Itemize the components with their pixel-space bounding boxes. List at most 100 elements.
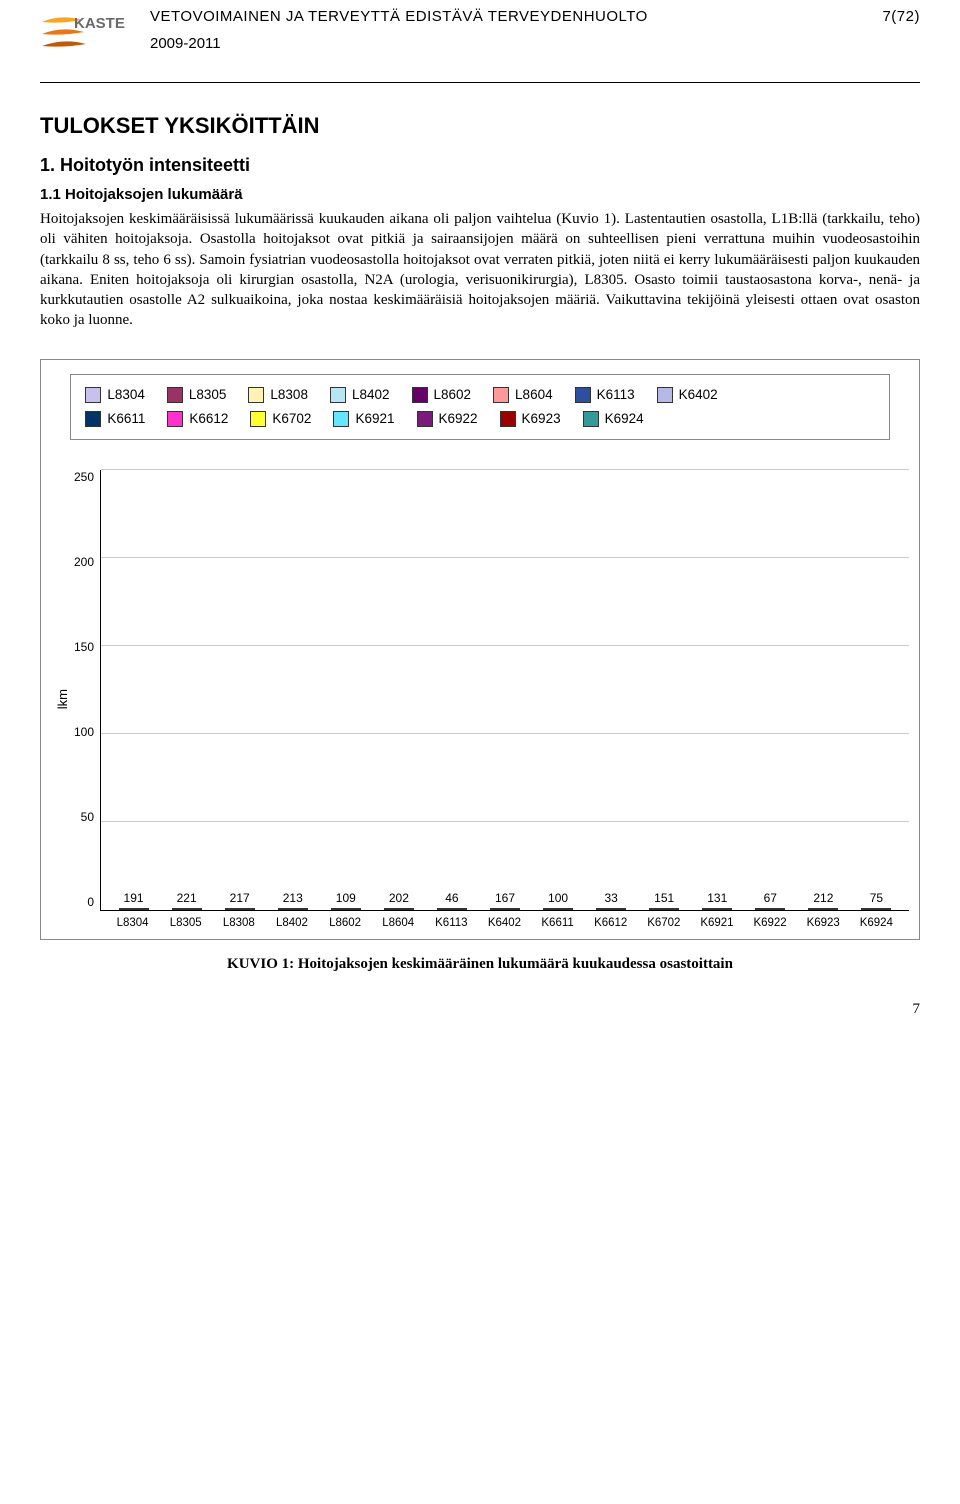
bar: 100	[543, 908, 573, 910]
bar: 213	[278, 908, 308, 910]
bar-column: 217	[219, 908, 261, 910]
legend-label: L8304	[107, 387, 145, 402]
legend-label: L8308	[270, 387, 308, 402]
legend-label: K6113	[597, 387, 635, 402]
legend-label: K6612	[189, 411, 228, 426]
x-tick: L8602	[324, 917, 366, 929]
legend-swatch	[412, 387, 428, 403]
bar-value-label: 167	[495, 891, 515, 905]
legend-swatch	[248, 387, 264, 403]
kaste-logo: KASTE	[40, 8, 130, 64]
legend-item: L8602	[412, 387, 472, 403]
bar-value-label: 46	[445, 891, 458, 905]
legend-swatch	[333, 411, 349, 427]
bar: 75	[861, 908, 891, 910]
legend-label: K6702	[272, 411, 311, 426]
bar-value-label: 202	[389, 891, 409, 905]
bar: 46	[437, 908, 467, 910]
legend-swatch	[500, 411, 516, 427]
bar: 217	[225, 908, 255, 910]
chart-plot-area: 191 221 217 213 109 202 46 167 100 33 151 131 67 212 7…	[100, 470, 909, 911]
legend-item: K6922	[417, 411, 478, 427]
legend-item: K6113	[575, 387, 635, 403]
bar: 67	[755, 908, 785, 910]
x-tick: K6611	[537, 917, 579, 929]
gridline	[101, 821, 909, 822]
legend-item: K6924	[583, 411, 644, 427]
chart-container: L8304 L8305 L8308 L8402 L8602 L8604 K6113 K6402…	[40, 359, 920, 940]
page-code: 7(72)	[882, 8, 920, 25]
legend-label: K6921	[355, 411, 394, 426]
bar: 191	[119, 908, 149, 910]
x-tick: L8308	[218, 917, 260, 929]
bar: 109	[331, 908, 361, 910]
bar-column: 191	[113, 908, 155, 910]
bar: 221	[172, 908, 202, 910]
y-tick: 100	[74, 725, 94, 739]
bar-column: 33	[590, 908, 632, 910]
bar-column: 46	[431, 908, 473, 910]
subsection-title: 1. Hoitotyön intensiteetti	[40, 155, 920, 176]
x-tick: L8305	[165, 917, 207, 929]
header-title: VETOVOIMAINEN JA TERVEYTTÄ EDISTÄVÄ TERV…	[150, 8, 648, 25]
bar-column: 212	[802, 908, 844, 910]
legend-label: K6611	[107, 411, 145, 426]
y-tick: 250	[74, 470, 94, 484]
x-tick: K6923	[802, 917, 844, 929]
figure-caption: KUVIO 1: Hoitojaksojen keskimääräinen lu…	[40, 956, 920, 973]
bar-column: 221	[166, 908, 208, 910]
y-axis-ticks: 250200150100500	[74, 470, 100, 910]
page-number: 7	[40, 1001, 920, 1018]
bar-value-label: 33	[604, 891, 617, 905]
legend-label: L8602	[434, 387, 472, 402]
legend-item: L8305	[167, 387, 227, 403]
header-divider	[40, 82, 920, 83]
bar-value-label: 109	[336, 891, 356, 905]
bar-value-label: 191	[124, 891, 144, 905]
y-tick: 200	[74, 555, 94, 569]
x-tick: K6702	[643, 917, 685, 929]
legend-label: L8604	[515, 387, 553, 402]
x-tick: L8304	[112, 917, 154, 929]
legend-swatch	[85, 411, 101, 427]
bar: 202	[384, 908, 414, 910]
bar: 212	[808, 908, 838, 910]
bar-column: 67	[749, 908, 791, 910]
legend-swatch	[583, 411, 599, 427]
bar-column: 202	[378, 908, 420, 910]
legend-swatch	[657, 387, 673, 403]
legend-swatch	[330, 387, 346, 403]
gridline	[101, 469, 909, 470]
legend-swatch	[575, 387, 591, 403]
x-tick: K6921	[696, 917, 738, 929]
legend-swatch	[417, 411, 433, 427]
legend-item: L8304	[85, 387, 145, 403]
y-tick: 0	[87, 895, 94, 909]
bar: 131	[702, 908, 732, 910]
legend-swatch	[493, 387, 509, 403]
bar: 167	[490, 908, 520, 910]
legend-item: K6402	[657, 387, 718, 403]
legend-item: K6702	[250, 411, 311, 427]
legend-label: L8305	[189, 387, 227, 402]
x-tick: K6113	[430, 917, 472, 929]
bar: 151	[649, 908, 679, 910]
subsubsection-title: 1.1 Hoitojaksojen lukumäärä	[40, 186, 920, 203]
legend-item: L8604	[493, 387, 553, 403]
y-tick: 150	[74, 640, 94, 654]
bar-column: 75	[855, 908, 897, 910]
chart-legend: L8304L8305L8308L8402L8602L8604K6113K6402…	[70, 374, 889, 440]
legend-item: L8308	[248, 387, 308, 403]
bar-value-label: 75	[870, 891, 883, 905]
legend-item: K6612	[167, 411, 228, 427]
legend-swatch	[250, 411, 266, 427]
x-tick: L8402	[271, 917, 313, 929]
bar-column: 100	[537, 908, 579, 910]
bar-value-label: 131	[707, 891, 727, 905]
legend-swatch	[167, 411, 183, 427]
page-header: KASTE VETOVOIMAINEN JA TERVEYTTÄ EDISTÄV…	[40, 0, 920, 64]
x-tick: K6924	[855, 917, 897, 929]
legend-swatch	[85, 387, 101, 403]
y-axis-label: lkm	[51, 689, 74, 709]
legend-item: K6611	[85, 411, 145, 427]
